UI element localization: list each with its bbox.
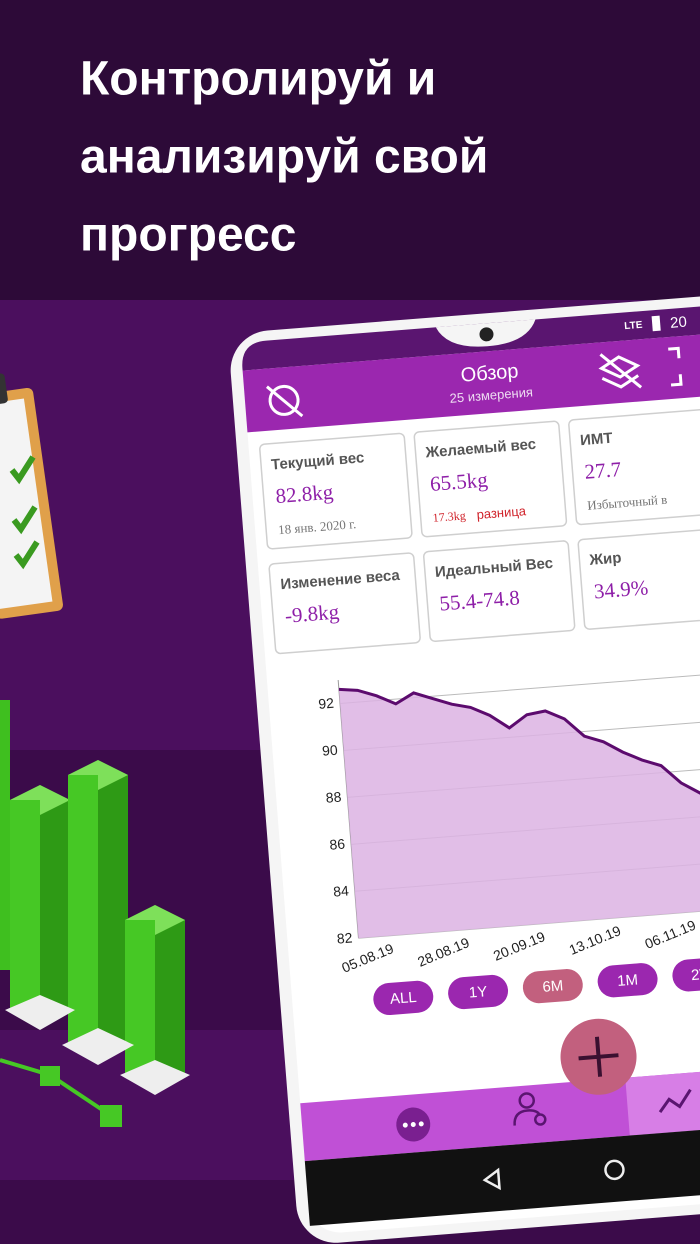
stat-card (568, 408, 700, 526)
chart-icon[interactable] (658, 1088, 692, 1113)
system-nav (304, 1121, 700, 1226)
area-fill (338, 689, 700, 939)
more-dots (402, 1121, 424, 1128)
card-label: ИМТ (579, 430, 613, 449)
network-status: LTE (624, 320, 643, 332)
range-button[interactable] (596, 962, 658, 999)
status-time: 20 (670, 314, 688, 332)
range-button[interactable] (522, 968, 584, 1005)
card-difference: 17.3kg (432, 508, 466, 525)
range-button[interactable] (372, 980, 434, 1017)
y-tick-label: 88 (325, 789, 342, 806)
scale-off-icon[interactable] (265, 384, 304, 418)
card-value: 82.8kg (275, 480, 335, 508)
camera (479, 327, 494, 342)
card-note: Избыточный в (587, 492, 668, 513)
profile-icon[interactable] (512, 1092, 547, 1126)
headline: Контролируй и анализируй свой прогресс (80, 53, 488, 262)
battery-icon (651, 315, 661, 332)
headline-line: Контролируй и (80, 53, 436, 106)
range-button[interactable] (447, 974, 509, 1011)
bars-illustration (0, 700, 190, 1127)
range-label: 1M (617, 971, 639, 990)
range-buttons: ALL1Y6M1M2W1 (372, 956, 700, 1017)
stat-card (577, 528, 700, 630)
home-button[interactable] (604, 1159, 625, 1181)
range-label: 1Y (468, 983, 488, 1001)
weight-line (338, 687, 700, 811)
y-tick-label: 84 (333, 882, 350, 899)
header-title: Обзор (460, 360, 519, 386)
card-difference-label: разница (476, 503, 527, 522)
y-tick-label: 90 (321, 742, 338, 759)
stat-card (423, 540, 576, 643)
add-icon (578, 1036, 619, 1077)
y-tick-label: 86 (329, 836, 346, 853)
card-label: Жир (588, 549, 622, 569)
headline-line: анализируй свой (80, 131, 488, 184)
headline-band (0, 0, 700, 300)
headline-line: прогресс (80, 209, 296, 262)
stat-card (268, 552, 421, 655)
back-button[interactable] (482, 1167, 501, 1191)
card-value: 27.7 (584, 457, 623, 484)
range-button[interactable] (671, 956, 700, 993)
card-value: 34.9% (593, 575, 649, 603)
layers-icon[interactable] (598, 351, 643, 390)
header-subtitle: 25 измерения (449, 384, 533, 405)
y-tick-label: 92 (318, 695, 335, 712)
clipboard-illustration (0, 373, 63, 619)
range-label: 2W (691, 965, 700, 984)
range-label: ALL (389, 989, 417, 1008)
y-tick-label: 82 (336, 929, 353, 946)
expand-icon[interactable] (668, 346, 683, 387)
stat-card (413, 420, 568, 538)
bottom-nav-active[interactable] (625, 1069, 700, 1136)
card-note: 18 янв. 2020 г. (278, 516, 357, 537)
card-value: 65.5kg (429, 467, 489, 495)
range-label: 6M (542, 977, 564, 996)
phone: LTE 20 Обзор 25 измерения Текущий вес82.… (230, 295, 700, 1243)
card-value: -9.8kg (284, 600, 340, 628)
stat-card (259, 432, 413, 550)
